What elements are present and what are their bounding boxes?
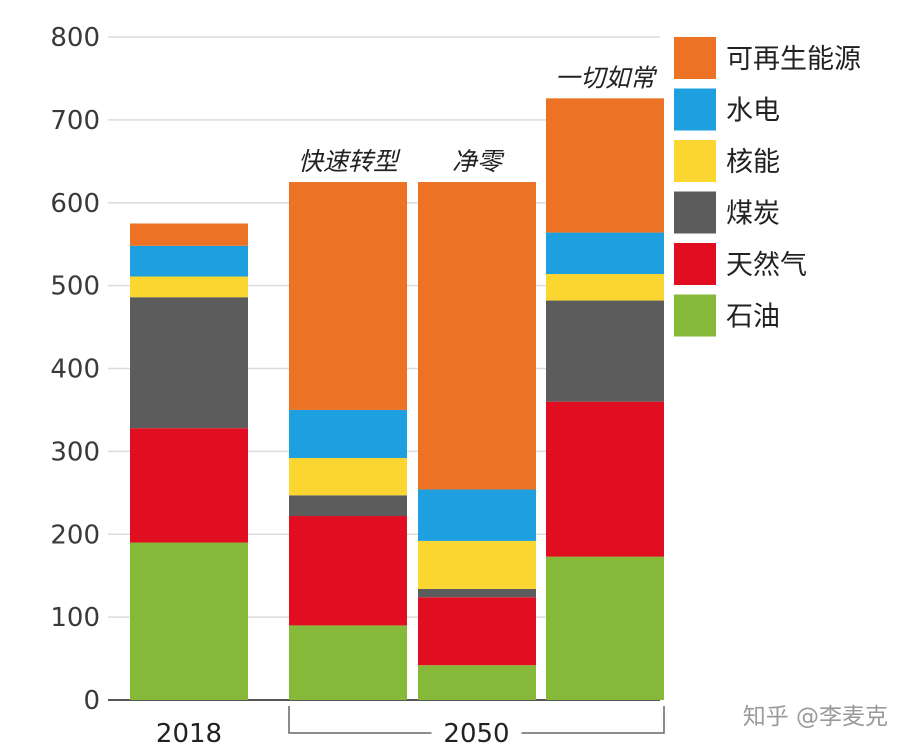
legend-label: 煤炭: [726, 199, 780, 230]
bars: [130, 98, 664, 700]
bar-segment: [130, 276, 248, 298]
y-tick-label: 0: [83, 686, 100, 716]
legend-swatch: [674, 140, 716, 182]
bar-segment: [418, 588, 536, 598]
bar-segment: [130, 245, 248, 277]
legend-label: 水电: [726, 96, 780, 127]
y-tick-label: 400: [50, 355, 100, 385]
bar-stack: [130, 223, 248, 700]
x-tick-label: 2018: [156, 719, 222, 749]
bar-segment: [546, 401, 664, 557]
y-tick-label: 300: [50, 437, 100, 467]
bar-stack: [546, 98, 664, 700]
legend-swatch: [674, 243, 716, 285]
y-tick-label: 100: [50, 603, 100, 633]
legend-item: 煤炭: [674, 191, 780, 234]
legend-item: 可再生能源: [674, 37, 861, 79]
legend-label: 天然气: [726, 250, 807, 281]
y-tick-label: 200: [50, 520, 100, 550]
bar-segment: [130, 223, 248, 246]
y-tick-label: 800: [50, 23, 100, 53]
legend-item: 核能: [674, 140, 780, 182]
bar-segment: [546, 98, 664, 233]
bar-segment: [130, 542, 248, 700]
bar-segment: [418, 540, 536, 589]
bar-annotation: 净零: [452, 147, 505, 176]
group-bracket: [288, 706, 665, 734]
bar-segment: [289, 409, 407, 459]
bar-annotation: 快速转型: [298, 147, 401, 176]
bar-segment: [289, 495, 407, 517]
bar-annotation: 一切如常: [555, 63, 658, 92]
bar-segment: [546, 232, 664, 275]
x-axis-labels: 2018 2050: [156, 706, 665, 749]
y-axis-tick-labels: 0 100 200 300 400 500 600 700 800: [50, 23, 100, 716]
legend-swatch: [674, 294, 716, 337]
bar-segment: [130, 428, 248, 543]
legend-swatch: [674, 37, 716, 79]
bar-segment: [289, 458, 407, 496]
bar-segment: [418, 182, 536, 490]
bar-segment: [289, 516, 407, 626]
group-label: 2050: [443, 719, 509, 749]
legend-label: 可再生能源: [726, 44, 861, 75]
bar-segment: [130, 297, 248, 429]
bar-segment: [418, 665, 536, 700]
legend-label: 核能: [726, 147, 780, 178]
legend-label: 石油: [726, 302, 780, 333]
bar-segment: [418, 489, 536, 541]
bar-segment: [546, 300, 664, 402]
bar-segment: [546, 556, 664, 700]
bar-segment: [546, 274, 664, 301]
y-tick-label: 500: [50, 272, 100, 302]
bar-stack: [418, 182, 536, 700]
legend-item: 石油: [674, 294, 780, 337]
watermark-text: 知乎 @李麦克: [743, 704, 888, 730]
legend-swatch: [674, 191, 716, 234]
bar-segment: [289, 182, 407, 410]
legend-item: 水电: [674, 88, 780, 131]
legend-swatch: [674, 88, 716, 131]
bar-segment: [418, 597, 536, 666]
bar-segment: [289, 625, 407, 700]
bar-annotations: 快速转型 净零 一切如常: [298, 63, 658, 176]
legend-item: 天然气: [674, 243, 807, 285]
y-tick-label: 700: [50, 106, 100, 136]
bar-stack: [289, 182, 407, 700]
y-tick-label: 600: [50, 189, 100, 219]
